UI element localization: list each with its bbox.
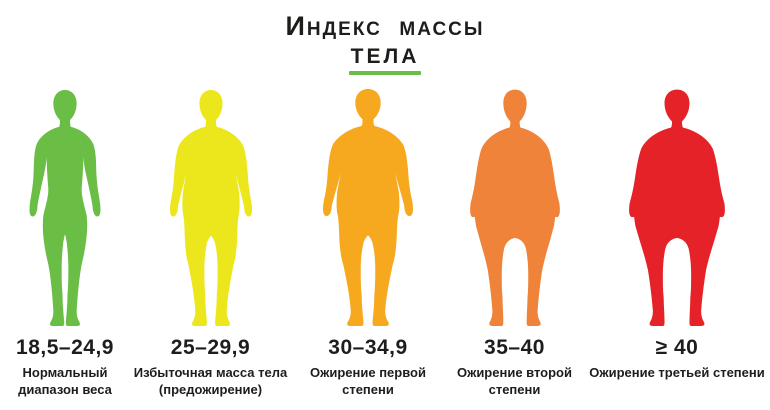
person-silhouette-obese-icon (629, 89, 725, 326)
bmi-category-obesity-2: 35–40 Ожирение второй степени (442, 82, 588, 399)
bmi-category-obesity-1: 30–34,9 Ожирение первой степени (295, 82, 441, 399)
bmi-categories-row: 18,5–24,9 Нормальный диапазон веса 25–29… (0, 82, 770, 399)
person-silhouette-slim-icon (29, 89, 101, 326)
bmi-category-normal: 18,5–24,9 Нормальный диапазон веса (4, 82, 126, 399)
bmi-label-obesity-1: Ожирение первой степени (310, 364, 426, 398)
bmi-range-obesity-1: 30–34,9 (328, 335, 408, 359)
header: Индекс массы ТЕЛА (0, 11, 770, 75)
page-subtitle: ТЕЛА (350, 44, 420, 68)
bmi-category-obesity-3: ≥ 40 Ожирение третьей степени (588, 82, 766, 399)
person-silhouette-heavy-icon (469, 89, 560, 326)
person-silhouette-medium-icon (169, 89, 252, 326)
bmi-label-obesity-2: Ожирение второй степени (456, 364, 572, 398)
bmi-label-overweight: Избыточная масса тела (предожирение) (133, 364, 288, 398)
bmi-range-obesity-2: 35–40 (484, 335, 545, 359)
bmi-category-overweight: 25–29,9 Избыточная масса тела (предожире… (127, 82, 295, 399)
page-title: Индекс массы (285, 11, 485, 41)
bmi-range-normal: 18,5–24,9 (16, 335, 114, 359)
bmi-range-overweight: 25–29,9 (170, 335, 251, 359)
title-underline (349, 70, 421, 75)
bmi-label-normal: Нормальный диапазон веса (18, 364, 112, 398)
bmi-label-obesity-3: Ожирение третьей степени (589, 364, 765, 380)
person-silhouette-large-icon (323, 88, 413, 326)
bmi-range-obesity-3: ≥ 40 (655, 335, 699, 359)
